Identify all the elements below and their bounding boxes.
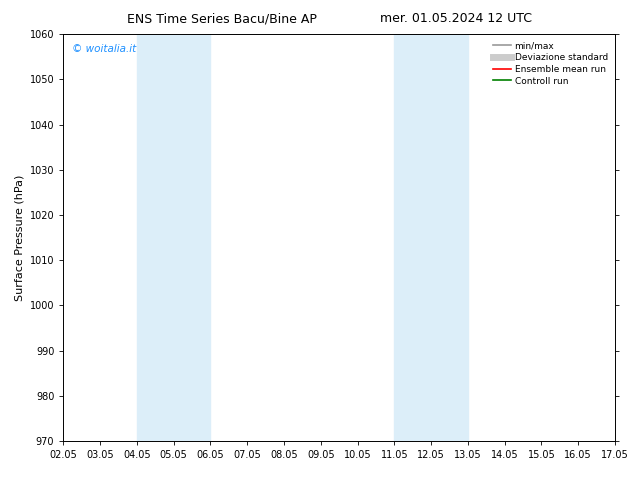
- Y-axis label: Surface Pressure (hPa): Surface Pressure (hPa): [14, 174, 24, 301]
- Legend: min/max, Deviazione standard, Ensemble mean run, Controll run: min/max, Deviazione standard, Ensemble m…: [490, 39, 611, 88]
- Text: mer. 01.05.2024 12 UTC: mer. 01.05.2024 12 UTC: [380, 12, 533, 25]
- Text: © woitalia.it: © woitalia.it: [72, 45, 136, 54]
- Bar: [394, 34, 468, 441]
- Bar: [137, 34, 210, 441]
- Text: ENS Time Series Bacu/Bine AP: ENS Time Series Bacu/Bine AP: [127, 12, 317, 25]
